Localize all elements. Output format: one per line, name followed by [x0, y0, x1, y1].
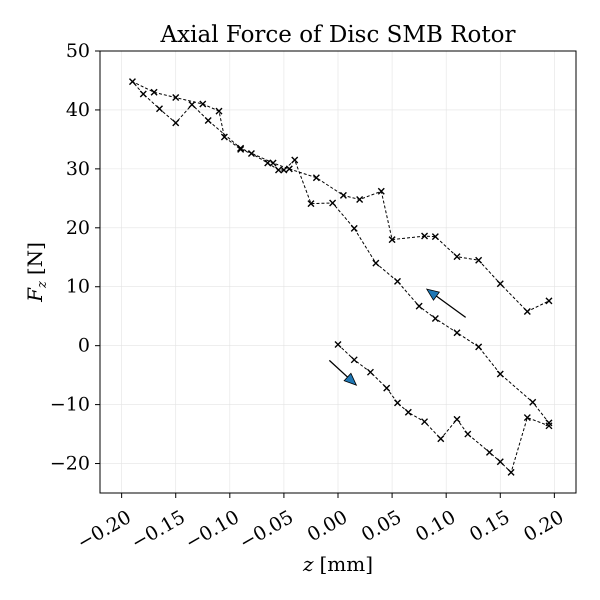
chart-title: Axial Force of Disc SMB Rotor	[160, 22, 516, 48]
data-point-marker	[415, 302, 423, 310]
data-point-marker	[247, 150, 255, 158]
y-axis-label-unit: [N]	[23, 242, 47, 275]
data-point-marker	[496, 280, 504, 288]
data-point-marker	[366, 368, 374, 376]
arrow-shaft	[328, 359, 348, 378]
data-point-marker	[507, 468, 515, 476]
data-point-marker	[329, 199, 337, 207]
series	[128, 78, 553, 476]
data-point-marker	[394, 277, 401, 285]
data-point-marker	[156, 105, 163, 113]
data-point-marker	[128, 78, 136, 86]
data-point-marker	[372, 259, 380, 267]
data-point-marker	[237, 144, 245, 152]
data-point-marker	[334, 340, 342, 348]
data-point-marker	[453, 253, 461, 261]
data-point-marker	[264, 159, 272, 167]
data-point-marker	[188, 101, 196, 109]
data-point-marker	[545, 419, 553, 427]
y-tick-label: 0	[78, 335, 90, 357]
data-point-marker	[453, 415, 461, 423]
data-point-marker	[275, 166, 282, 174]
data-point-marker	[453, 329, 461, 337]
y-axis-label-subscript: z	[35, 281, 50, 289]
data-point-marker	[280, 166, 288, 174]
data-point-marker	[464, 430, 472, 438]
y-tick-label: −20	[50, 453, 90, 475]
data-point-marker	[172, 94, 180, 102]
data-point-marker	[139, 90, 147, 98]
arrow-shaft	[436, 295, 467, 318]
x-axis-label: z [mm]	[302, 552, 373, 576]
data-point-marker	[237, 145, 245, 153]
y-tick-label: 10	[66, 276, 90, 298]
annotations	[328, 288, 467, 386]
data-point-marker	[496, 370, 504, 378]
y-tick-label: 50	[66, 40, 90, 62]
data-point-marker	[199, 100, 207, 108]
data-point-marker	[356, 196, 364, 204]
data-point-marker	[172, 119, 180, 127]
arrow-head	[343, 372, 358, 386]
data-point-marker	[421, 232, 429, 240]
data-point-marker	[475, 256, 483, 264]
data-point-marker	[220, 133, 228, 141]
data-point-marker	[404, 408, 412, 416]
data-point-marker	[307, 200, 315, 208]
data-point-marker	[523, 307, 531, 315]
y-axis-label: Fz [N]	[23, 242, 50, 303]
data-point-marker	[285, 165, 293, 173]
data-point-marker	[496, 458, 504, 466]
data-point-marker	[350, 224, 358, 232]
data-point-marker	[431, 315, 439, 323]
data-point-marker	[312, 174, 320, 182]
data-point-marker	[485, 448, 493, 456]
data-point-marker	[215, 107, 223, 115]
data-point-marker	[475, 343, 483, 351]
y-tick-label: 20	[66, 217, 90, 239]
data-point-marker	[269, 159, 277, 167]
y-tick-label: 40	[66, 99, 90, 121]
data-point-marker	[545, 297, 553, 305]
data-point-marker	[339, 191, 347, 199]
y-tick-label: −10	[50, 394, 90, 416]
data-point-marker	[394, 399, 401, 407]
data-point-marker	[431, 233, 439, 241]
data-point-marker	[204, 117, 212, 125]
direction-arrow	[328, 359, 358, 386]
data-point-marker	[388, 236, 396, 244]
data-point-marker	[150, 88, 158, 96]
data-point-marker	[523, 414, 531, 422]
y-axis-label-variable: F	[23, 287, 47, 303]
x-axis-label-variable: z	[302, 552, 314, 576]
data-point-marker	[437, 435, 445, 443]
data-point-marker	[545, 422, 553, 430]
data-point-marker	[383, 384, 391, 392]
data-point-marker	[529, 398, 537, 406]
data-point-marker	[377, 187, 385, 195]
y-tick-label: 30	[66, 158, 90, 180]
x-axis-label-unit: [mm]	[320, 552, 374, 576]
data-point-marker	[291, 156, 299, 164]
data-point-marker	[350, 356, 358, 364]
data-point-marker	[421, 418, 429, 426]
direction-arrow	[425, 288, 467, 318]
arrow-head	[425, 288, 441, 301]
